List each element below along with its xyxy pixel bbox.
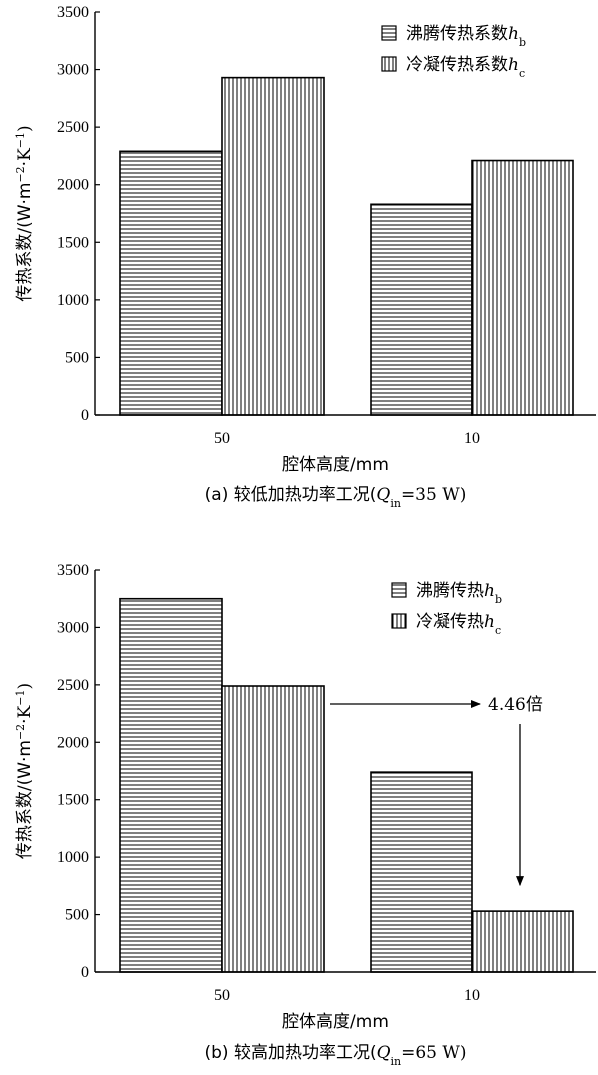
x-tick-label: 10 [464, 987, 480, 1004]
y-tick-label: 500 [65, 907, 89, 924]
annotation-label: 4.46倍 [488, 695, 543, 715]
bar-c-50 [221, 76, 325, 416]
chart-panel-b: 0 500 1000 1500 2000 2500 3000 3500 50 10 传热系数/(W·… [14, 562, 596, 1068]
y-axis-title: 传热系数/(W·m−2·K−1) [14, 125, 36, 301]
y-tick-label: 2000 [57, 177, 89, 194]
legend: 沸腾传热hb 冷凝传热hc [391, 581, 502, 637]
x-axis-title: 腔体高度/mm [282, 455, 389, 475]
legend-label-c: 冷凝传热hc [416, 612, 501, 637]
legend-label-b: 沸腾传热系数hb [406, 24, 526, 49]
y-tick-label: 3500 [57, 562, 89, 579]
legend-label-b: 沸腾传热hb [416, 581, 502, 606]
y-tick-label: 0 [81, 964, 89, 981]
bar-c-10 [471, 159, 574, 416]
y-tick-label: 3000 [57, 619, 89, 636]
x-tick-label: 50 [214, 987, 230, 1004]
y-tick-label: 1000 [57, 292, 89, 309]
legend: 沸腾传热系数hb 冷凝传热系数hc [381, 24, 526, 80]
y-tick-label: 2500 [57, 119, 89, 136]
y-tick-label: 500 [65, 349, 89, 366]
bar-b-50 [119, 150, 223, 416]
bar-b-10 [370, 203, 473, 416]
y-tick-label: 2500 [57, 677, 89, 694]
y-axis-title: 传热系数/(W·m−2·K−1) [14, 683, 36, 859]
bar-b-50 [119, 597, 223, 973]
legend-swatch-b [381, 25, 397, 41]
legend-label-c: 冷凝传热系数hc [406, 55, 525, 80]
panel-caption: (a) 较低加热功率工况(Qin=35 W) [205, 485, 467, 510]
chart-panel-a: 0 500 1000 1500 2000 2500 3000 3500 50 10 传热系数/(W·… [14, 4, 596, 510]
legend-swatch-c [391, 613, 407, 629]
legend-swatch-b [391, 582, 407, 598]
bar-b-10 [370, 771, 473, 973]
y-tick-label: 3500 [57, 4, 89, 21]
panel-caption: (b) 较高加热功率工况(Qin=65 W) [204, 1043, 466, 1068]
y-tick-label: 2000 [57, 734, 89, 751]
y-tick-label: 0 [81, 407, 89, 424]
y-tick-label: 3000 [57, 62, 89, 79]
x-tick-label: 50 [214, 430, 230, 447]
y-tick-label: 1000 [57, 849, 89, 866]
x-tick-label: 10 [464, 430, 480, 447]
y-tick-label: 1500 [57, 792, 89, 809]
annotation: 4.46倍 [330, 695, 543, 887]
bar-c-50 [221, 685, 325, 973]
legend-swatch-c [381, 56, 397, 72]
y-tick-label: 1500 [57, 234, 89, 251]
x-axis-title: 腔体高度/mm [282, 1012, 389, 1032]
bar-c-10 [471, 910, 574, 973]
